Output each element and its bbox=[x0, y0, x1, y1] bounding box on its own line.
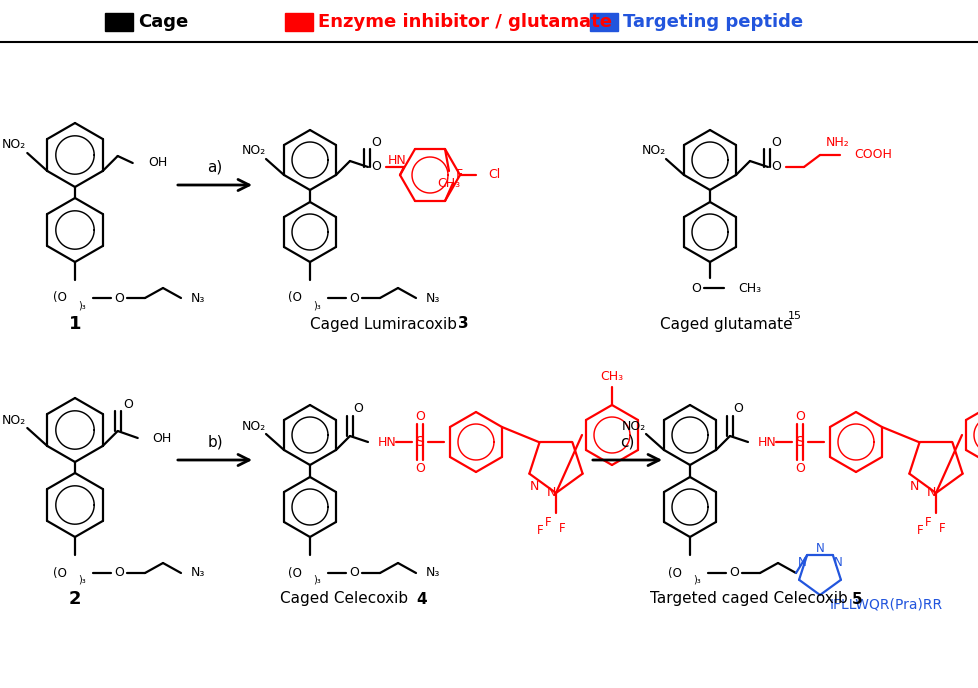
Text: NO₂: NO₂ bbox=[621, 420, 645, 433]
Text: O: O bbox=[733, 402, 742, 414]
Text: Targeted caged Celecoxib: Targeted caged Celecoxib bbox=[649, 592, 852, 607]
Text: O: O bbox=[114, 566, 124, 579]
Text: )₃: )₃ bbox=[313, 575, 321, 585]
Text: 15: 15 bbox=[787, 311, 801, 321]
Text: N₃: N₃ bbox=[425, 566, 440, 579]
Text: (O: (O bbox=[288, 292, 301, 305]
Text: O: O bbox=[371, 136, 380, 149]
Text: )₃: )₃ bbox=[313, 300, 321, 310]
Text: 2: 2 bbox=[68, 590, 81, 608]
Text: NO₂: NO₂ bbox=[2, 138, 26, 151]
Text: O: O bbox=[371, 160, 380, 173]
Text: F: F bbox=[924, 517, 930, 530]
Text: NO₂: NO₂ bbox=[242, 420, 266, 433]
Text: (O: (O bbox=[667, 566, 682, 579]
Text: (O: (O bbox=[53, 566, 67, 579]
Text: N₃: N₃ bbox=[191, 566, 205, 579]
Text: OH: OH bbox=[153, 431, 172, 444]
Text: Caged Lumiracoxib: Caged Lumiracoxib bbox=[310, 316, 462, 332]
Text: 3: 3 bbox=[458, 316, 468, 332]
Text: O: O bbox=[349, 292, 359, 305]
Text: )₃: )₃ bbox=[78, 575, 86, 585]
Text: O: O bbox=[690, 281, 700, 294]
Text: O: O bbox=[771, 136, 780, 149]
Text: 4: 4 bbox=[416, 592, 426, 607]
Text: N: N bbox=[815, 543, 823, 555]
Text: HN: HN bbox=[757, 436, 776, 449]
Bar bbox=[105, 13, 133, 31]
Text: NO₂: NO₂ bbox=[242, 144, 266, 158]
Text: HN: HN bbox=[378, 436, 396, 449]
Text: NH₂: NH₂ bbox=[825, 136, 849, 149]
Text: CH₃: CH₃ bbox=[737, 281, 760, 294]
Text: N₃: N₃ bbox=[191, 292, 205, 305]
Text: S: S bbox=[795, 435, 804, 449]
Text: COOH: COOH bbox=[853, 149, 891, 162]
Text: N₃: N₃ bbox=[425, 292, 440, 305]
Text: O: O bbox=[114, 292, 124, 305]
Text: O: O bbox=[415, 462, 424, 475]
Text: )₃: )₃ bbox=[78, 300, 86, 310]
Text: (O: (O bbox=[53, 292, 67, 305]
Text: NO₂: NO₂ bbox=[642, 144, 665, 158]
Text: F: F bbox=[544, 517, 551, 530]
Text: O: O bbox=[122, 398, 132, 411]
Text: S: S bbox=[416, 435, 423, 449]
Text: O: O bbox=[794, 409, 804, 422]
Text: Targeting peptide: Targeting peptide bbox=[622, 13, 802, 31]
Text: F: F bbox=[536, 524, 543, 537]
Text: )₃: )₃ bbox=[692, 575, 700, 585]
Text: O: O bbox=[353, 402, 363, 414]
Text: CH₃: CH₃ bbox=[600, 371, 623, 383]
Text: CH₃: CH₃ bbox=[437, 177, 460, 189]
Text: O: O bbox=[729, 566, 738, 579]
Text: N: N bbox=[909, 480, 917, 493]
Text: N: N bbox=[529, 480, 538, 493]
Text: O: O bbox=[349, 566, 359, 579]
Text: O: O bbox=[794, 462, 804, 475]
Text: F: F bbox=[455, 169, 462, 182]
Text: IFLLWQR(Pra)RR: IFLLWQR(Pra)RR bbox=[829, 598, 942, 612]
Text: F: F bbox=[938, 522, 945, 535]
Text: O: O bbox=[415, 409, 424, 422]
Bar bbox=[590, 13, 617, 31]
Text: HN: HN bbox=[387, 155, 406, 167]
Text: Cage: Cage bbox=[138, 13, 188, 31]
Text: N: N bbox=[546, 486, 556, 499]
Text: Caged glutamate: Caged glutamate bbox=[659, 316, 792, 332]
Text: F: F bbox=[558, 522, 564, 535]
Text: b): b) bbox=[207, 435, 223, 449]
Text: N: N bbox=[797, 557, 806, 570]
Text: a): a) bbox=[207, 160, 222, 175]
Text: Cl: Cl bbox=[487, 169, 500, 182]
Text: N: N bbox=[833, 557, 841, 570]
Text: OH: OH bbox=[149, 156, 168, 169]
Text: N: N bbox=[925, 486, 935, 499]
Text: F: F bbox=[915, 524, 922, 537]
Text: NO₂: NO₂ bbox=[2, 413, 26, 427]
Bar bbox=[285, 13, 313, 31]
Text: 5: 5 bbox=[851, 592, 862, 607]
Text: c): c) bbox=[620, 435, 634, 449]
Text: (O: (O bbox=[288, 566, 301, 579]
Text: O: O bbox=[771, 160, 780, 173]
Text: Enzyme inhibitor / glutamate: Enzyme inhibitor / glutamate bbox=[318, 13, 611, 31]
Text: 1: 1 bbox=[68, 315, 81, 333]
Text: Caged Celecoxib: Caged Celecoxib bbox=[280, 592, 413, 607]
